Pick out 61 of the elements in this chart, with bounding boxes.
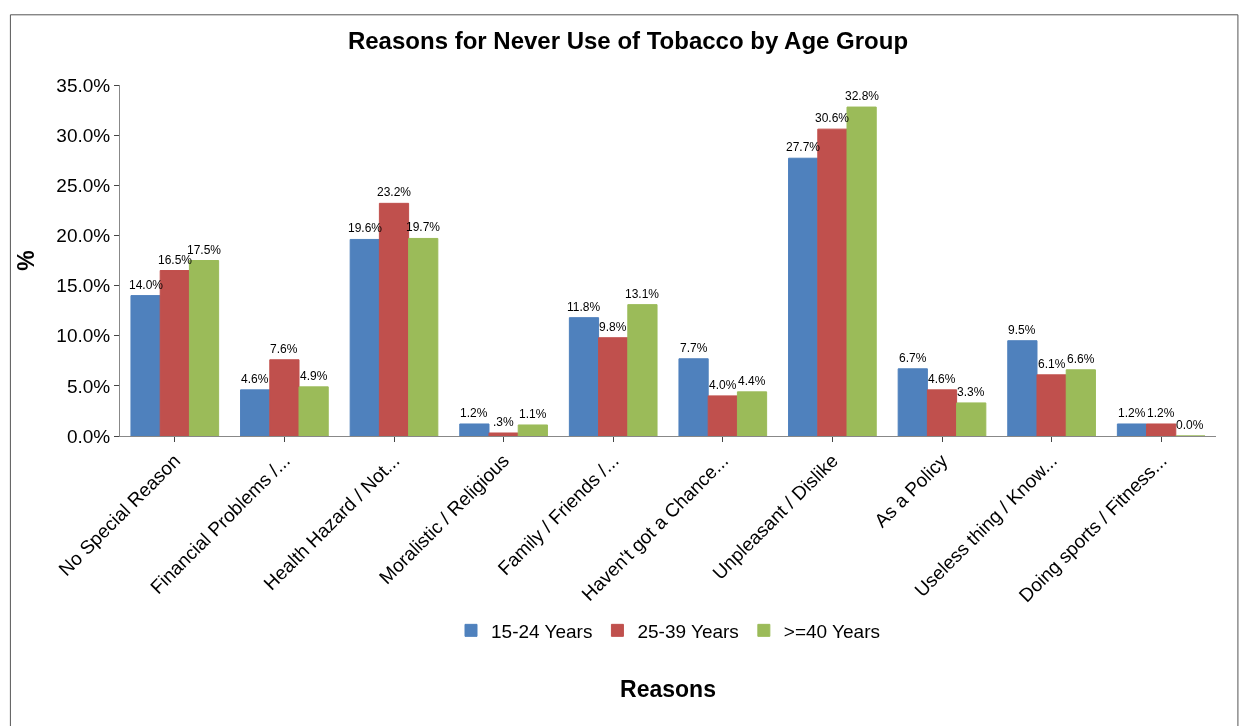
data-label: 13.1% bbox=[625, 287, 660, 301]
data-label: 4.0% bbox=[709, 378, 737, 392]
legend-label: >=40 Years bbox=[783, 620, 880, 642]
chart-title: Reasons for Never Use of Tobacco by Age Group bbox=[347, 27, 909, 55]
bar bbox=[269, 359, 300, 436]
data-label: 7.7% bbox=[680, 341, 708, 355]
legend-label: 15-24 Years bbox=[491, 620, 593, 642]
y-tick-label: 20.0% bbox=[56, 225, 111, 247]
bar bbox=[736, 391, 768, 436]
bar bbox=[408, 237, 439, 436]
bar bbox=[459, 423, 490, 436]
data-label: 1.2% bbox=[1118, 406, 1146, 420]
bar bbox=[349, 238, 380, 436]
y-tick-label: 35.0% bbox=[56, 74, 111, 96]
data-label: 6.1% bbox=[1038, 357, 1066, 371]
bar bbox=[627, 304, 658, 436]
bar bbox=[598, 337, 629, 436]
bar bbox=[956, 402, 987, 436]
data-label: 1.2% bbox=[1147, 406, 1175, 420]
bar bbox=[130, 295, 161, 436]
y-tick-label: 10.0% bbox=[56, 325, 111, 347]
data-label: 4.6% bbox=[928, 372, 956, 386]
bar bbox=[1146, 423, 1177, 436]
bar bbox=[568, 317, 600, 436]
data-label: 4.6% bbox=[241, 372, 269, 386]
legend-label: 25-39 Years bbox=[637, 620, 739, 642]
data-label: 23.2% bbox=[377, 185, 412, 199]
data-label: 4.4% bbox=[738, 374, 766, 388]
bar bbox=[926, 389, 958, 436]
data-label: 0.0% bbox=[1176, 418, 1204, 432]
data-label: 7.6% bbox=[270, 342, 298, 356]
data-label: 6.7% bbox=[899, 351, 927, 365]
data-label: 6.6% bbox=[1067, 352, 1095, 366]
y-tick-label: 25.0% bbox=[56, 174, 111, 196]
x-axis-title: Reasons bbox=[620, 675, 716, 702]
data-label: 3.3% bbox=[957, 385, 985, 399]
bar bbox=[240, 389, 271, 436]
y-tick-label: 5.0% bbox=[66, 375, 111, 397]
bar bbox=[678, 358, 709, 436]
data-label: 9.8% bbox=[599, 320, 627, 334]
bar bbox=[1116, 423, 1148, 436]
bar bbox=[298, 386, 329, 436]
bar bbox=[488, 432, 519, 436]
bar bbox=[1036, 374, 1067, 436]
data-label: 32.8% bbox=[845, 89, 880, 103]
data-label: 11.8% bbox=[567, 300, 601, 314]
data-label: 9.5% bbox=[1008, 323, 1036, 337]
y-tick-label: 30.0% bbox=[56, 124, 111, 146]
data-label: 1.2% bbox=[460, 406, 488, 420]
y-tick-label: 15.0% bbox=[56, 275, 111, 297]
y-tick-label: 0.0% bbox=[66, 425, 111, 447]
bar bbox=[1007, 340, 1038, 436]
bar bbox=[517, 424, 548, 436]
bar bbox=[788, 157, 819, 436]
bar bbox=[897, 368, 928, 436]
bar bbox=[1065, 369, 1096, 436]
bar bbox=[707, 395, 738, 436]
data-label: 1.1% bbox=[519, 407, 547, 421]
y-axis-title: % bbox=[12, 250, 39, 271]
data-label: 4.9% bbox=[300, 369, 328, 383]
data-label: .3% bbox=[493, 415, 515, 429]
